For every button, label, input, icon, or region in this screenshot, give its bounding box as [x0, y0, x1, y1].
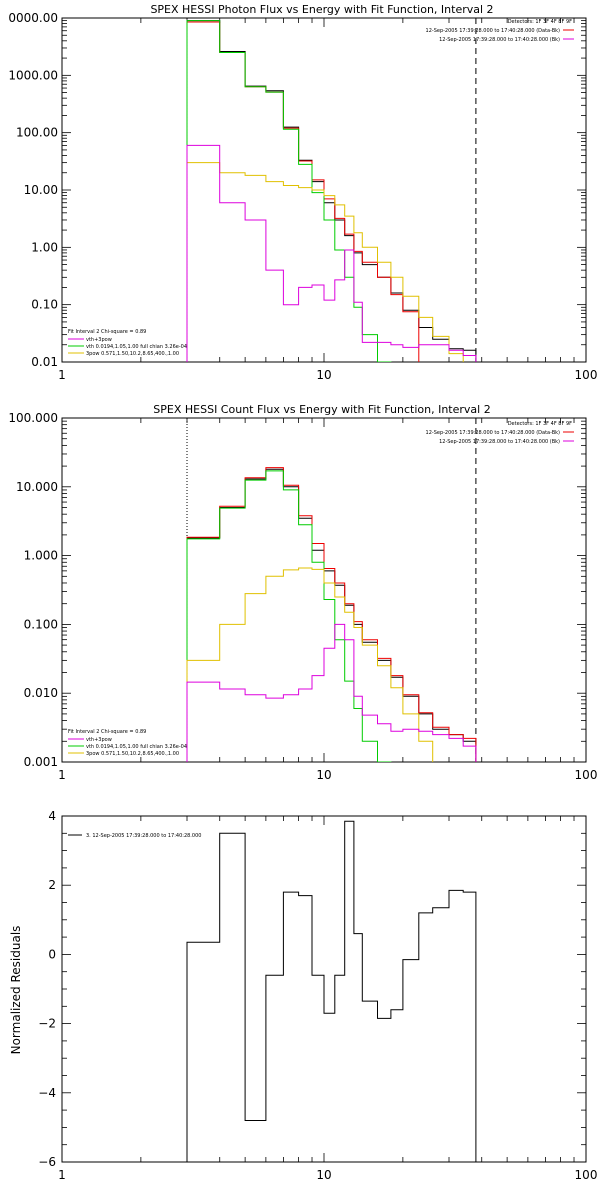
legend-data-bk: 12-Sep-2005 17:39:28.000 to 17:40:28.000… [426, 430, 561, 436]
photon-flux-title: SPEX HESSI Photon Flux vs Energy with Fi… [150, 3, 493, 16]
x-tick-label: 1 [58, 1168, 66, 1182]
y-tick-label: 0.10 [31, 298, 58, 312]
legend-fit-interval: Fit Interval 2 Chi-square = 0.89 [68, 329, 146, 335]
y-tick-label: 0.010 [24, 686, 58, 700]
legend-vth: vth 0.0194,1.05,1.00 full chian 3.26e-04 [86, 744, 187, 750]
legend-detectors: Detectors: 1F 3F 4F 8F 9F [508, 421, 572, 427]
y-tick-label: 1000.00 [8, 68, 58, 82]
y-tick-label: −4 [38, 1086, 56, 1100]
count-flux-legend-bottom: Fit Interval 2 Chi-square = 0.89 vth+3po… [68, 729, 187, 757]
photon-flux-panel: SPEX HESSI Photon Flux vs Energy with Fi… [8, 3, 597, 382]
series-vth-3pow-line [186, 20, 477, 362]
legend-3pow: 3pow 0.571,1.50,10.2,8.65,400.,1.00 [86, 351, 179, 357]
y-tick-label: 1.00 [31, 240, 58, 254]
x-tick-label: 10 [316, 368, 331, 382]
y-tick-label: 1.000 [24, 549, 58, 563]
series-bk-line [186, 144, 477, 362]
y-tick-label: 0 [48, 947, 56, 961]
residuals-legend: 3. 12-Sep-2005 17:39:28.000 to 17:40:28.… [86, 833, 201, 839]
y-tick-label: 0.100 [24, 617, 58, 631]
count-flux-legend-top: Detectors: 1F 3F 4F 8F 9F 12-Sep-2005 17… [426, 421, 573, 445]
legend-vth-3pow: vth+3pow [86, 337, 112, 343]
y-tick-label: 2 [48, 878, 56, 892]
x-tick-label: 100 [575, 768, 598, 782]
x-tick-label: 1 [58, 368, 66, 382]
count-flux-title: SPEX HESSI Count Flux vs Energy with Fit… [153, 403, 490, 416]
residuals-panel: Normalized Residuals 3. 12-Sep-2005 17:3… [9, 809, 597, 1182]
series-data-bk-line [186, 467, 477, 762]
legend-detectors: Detectors: 1F 3F 4F 8F 9F [508, 19, 572, 25]
y-tick-label: 0.001 [24, 755, 58, 769]
x-tick-label: 10 [316, 1168, 331, 1182]
x-tick-label: 100 [575, 368, 598, 382]
y-tick-label: −2 [38, 1017, 56, 1031]
photon-flux-legend-top: Detectors: 1F 3F 4F 8F 9F 12-Sep-2005 17… [426, 19, 573, 43]
legend-fit-interval: Fit Interval 2 Chi-square = 0.89 [68, 729, 146, 735]
series-3pow-line [186, 567, 450, 762]
y-tick-label: 0.01 [31, 355, 58, 369]
x-tick-label: 10 [316, 768, 331, 782]
x-tick-label: 1 [58, 768, 66, 782]
legend-data-bk: 12-Sep-2005 17:39:28.000 to 17:40:28.000… [426, 28, 561, 34]
series-data-bk-line [186, 21, 420, 362]
legend-bk: 12-Sep-2005 17:39:28.000 to 17:40:28.000… [439, 439, 560, 445]
series-vth-line [186, 20, 477, 362]
x-tick-label: 100 [575, 1168, 598, 1182]
y-tick-label: 100.00 [16, 126, 58, 140]
photon-flux-legend-bottom: Fit Interval 2 Chi-square = 0.89 vth+3po… [68, 329, 187, 357]
legend-bk: 12-Sep-2005 17:39:28.000 to 17:40:28.000… [439, 37, 560, 43]
y-tick-label: 4 [48, 809, 56, 823]
y-tick-label: 10.00 [24, 183, 58, 197]
residuals-ylabel: Normalized Residuals [9, 926, 23, 1055]
series-bk-line [186, 623, 477, 762]
count-flux-panel: SPEX HESSI Count Flux vs Energy with Fit… [8, 403, 598, 782]
legend-3pow: 3pow 0.571,1.50,10.2,8.65,400.,1.00 [86, 751, 179, 757]
y-tick-label: 100.000 [8, 411, 58, 425]
legend-vth-3pow: vth+3pow [86, 737, 112, 743]
y-tick-label: −6 [38, 1155, 56, 1169]
series-3-12-sep-2005-17-39-28-000-to-17-40-28-000-line [186, 820, 477, 1162]
y-tick-label: 10.000 [16, 480, 58, 494]
series-3pow-line [186, 162, 477, 362]
legend-vth: vth 0.0194,1.05,1.00 full chian 3.26e-04 [86, 344, 187, 350]
y-tick-label: 0000.00 [8, 11, 58, 25]
